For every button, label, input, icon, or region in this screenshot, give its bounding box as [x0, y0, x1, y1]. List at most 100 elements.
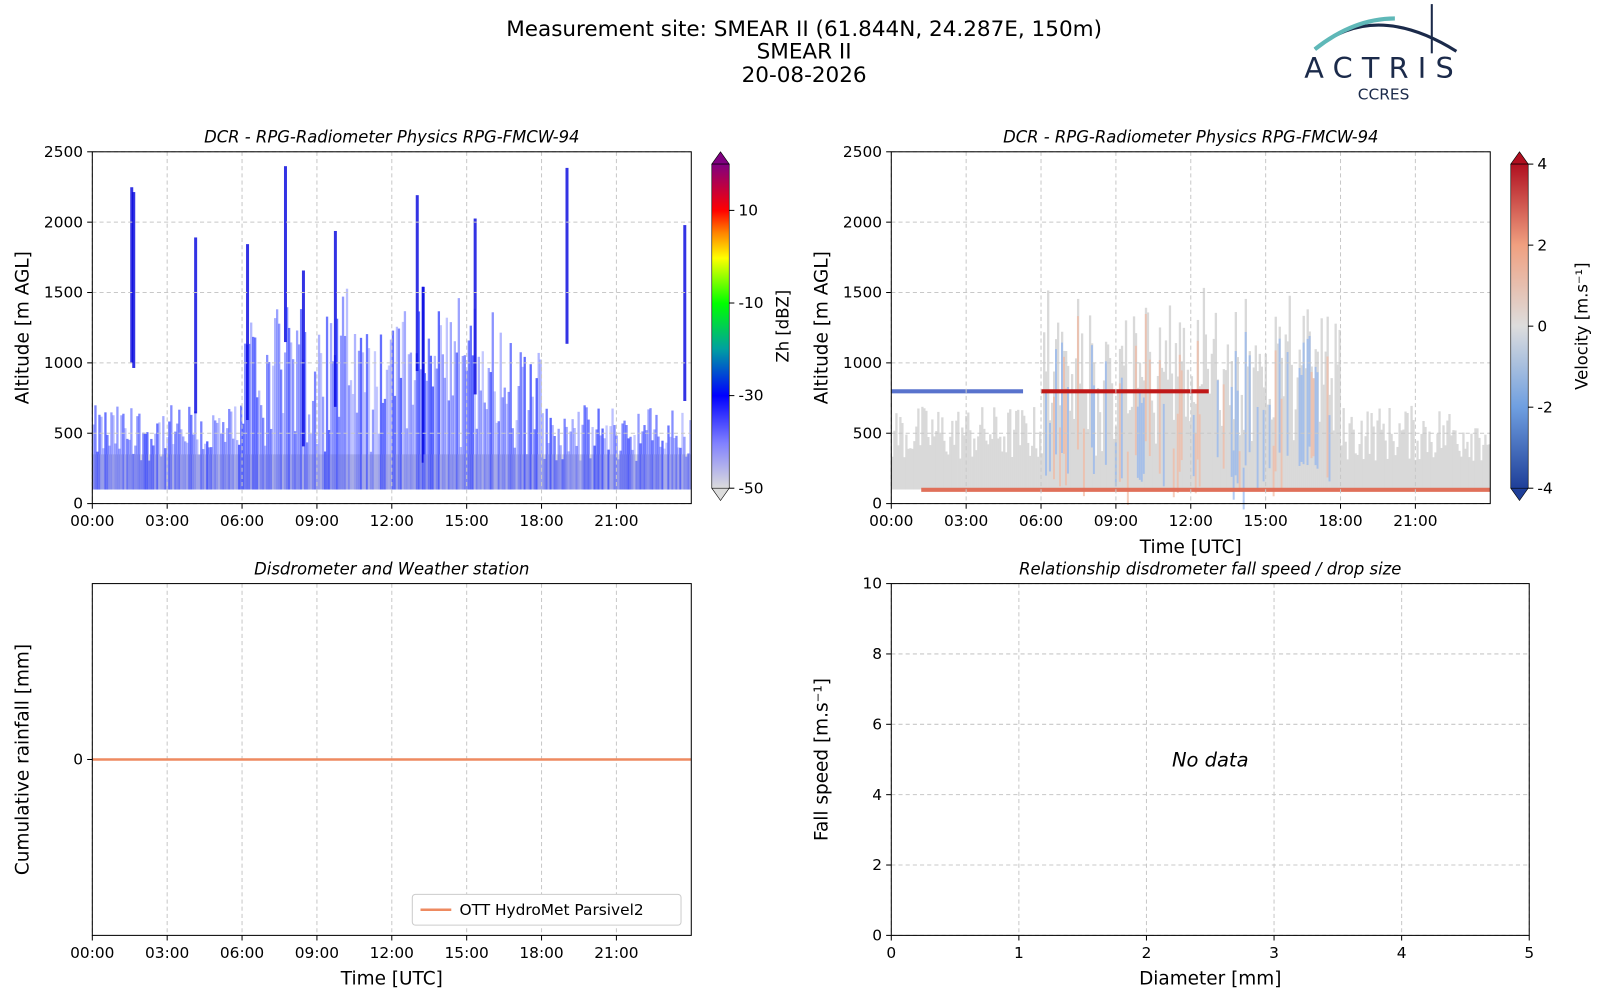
echo-gray — [387, 454, 391, 490]
echo-column — [989, 434, 992, 490]
echo-streak — [1244, 331, 1247, 466]
echo-column — [1294, 409, 1297, 490]
echo-column — [1007, 412, 1010, 490]
echo-gray — [481, 454, 484, 490]
echo-column — [1370, 413, 1373, 490]
echo-gray — [202, 454, 205, 490]
echo-column — [1003, 436, 1006, 490]
echo-column — [557, 428, 560, 490]
echo-column — [475, 428, 478, 490]
echo-column — [160, 456, 163, 490]
echo-column — [577, 411, 580, 490]
x-tick-label: 1 — [1014, 944, 1024, 962]
echo-gray — [158, 454, 161, 490]
echo-column — [144, 433, 147, 490]
echo-column — [1340, 445, 1343, 490]
echo-column — [679, 447, 682, 490]
echo-column — [519, 352, 522, 490]
echo-column — [665, 442, 668, 490]
echo-gray — [331, 454, 335, 490]
echo-gray — [485, 454, 488, 490]
y-tick-label: 6 — [872, 715, 882, 733]
echo-column — [1037, 456, 1040, 490]
echo-column — [1410, 405, 1413, 490]
echo-gray — [541, 454, 544, 490]
echo-column — [487, 367, 490, 490]
echo-column — [132, 453, 135, 490]
echo-streak — [1326, 356, 1329, 478]
x-tick-label: 2 — [1142, 944, 1152, 962]
y-tick-label: 1000 — [44, 354, 83, 372]
echo-band — [891, 389, 1024, 394]
echo-gray — [134, 454, 137, 490]
echo-streak — [1194, 433, 1197, 494]
echo-column — [305, 442, 309, 490]
echo-column — [190, 414, 193, 490]
plot-frame — [890, 583, 1530, 936]
echo-column — [1043, 332, 1046, 490]
echo-gray — [357, 454, 361, 490]
echo-gray — [128, 454, 131, 490]
echo-column — [1264, 353, 1267, 490]
echo-column — [230, 411, 233, 490]
echo-streak — [1192, 414, 1195, 477]
echo-column — [657, 436, 660, 490]
echo-column — [206, 441, 209, 490]
echo-gray — [449, 454, 452, 490]
echo-column — [1452, 430, 1455, 490]
echo-streak — [1060, 342, 1063, 453]
echo-streak — [1053, 396, 1056, 480]
echo-column — [279, 369, 283, 490]
panel: 0 1 2 3 4 5 0 2 4 6 8 10 No data Relationship disdrom… — [812, 559, 1534, 989]
echo-column — [379, 334, 383, 490]
echo-column — [425, 380, 429, 490]
echo-column — [1254, 345, 1257, 490]
echo-column — [178, 409, 181, 490]
echo-column — [1434, 452, 1437, 490]
echo-column — [347, 385, 351, 490]
echo-gray — [499, 454, 502, 490]
echo-column — [1070, 374, 1074, 490]
echo-column — [375, 386, 379, 490]
panel-title: Relationship disdrometer fall speed / dr… — [1019, 559, 1401, 578]
echo-column — [1480, 460, 1483, 490]
echo-gray — [557, 454, 560, 490]
echo-column — [1450, 435, 1453, 490]
echo-column — [1200, 384, 1204, 490]
echo-column — [1017, 409, 1020, 490]
echo-column — [441, 354, 445, 490]
echo-column — [220, 433, 223, 490]
echo-column — [391, 330, 395, 490]
echo-column — [551, 425, 554, 490]
echo-streak — [1232, 450, 1235, 500]
echo-gray — [403, 454, 407, 490]
annotation: No data — [1172, 749, 1249, 772]
echo-column — [134, 445, 137, 490]
y-tick-label: 2500 — [843, 143, 882, 161]
echo-streak — [1120, 377, 1123, 479]
echo-streak — [1286, 352, 1289, 456]
y-axis-label: Cumulative rainfall [mm] — [13, 644, 34, 875]
echo-gray — [505, 454, 508, 490]
echo-column — [975, 450, 978, 490]
echo-column — [1396, 446, 1399, 490]
echo-column — [156, 423, 159, 490]
echo-column — [1320, 318, 1323, 490]
echo-column — [395, 326, 399, 490]
echo-column — [142, 432, 145, 490]
echo-column — [1476, 428, 1479, 490]
echo-gray — [307, 454, 311, 490]
echo-column — [1456, 443, 1459, 490]
echo-gray — [441, 454, 445, 490]
echo-column — [547, 442, 550, 490]
echo-column — [238, 444, 241, 490]
echo-streak — [1104, 361, 1107, 465]
echo-column — [110, 412, 113, 490]
echo-column — [174, 431, 177, 490]
echo-streak — [194, 237, 198, 414]
echo-column — [1078, 383, 1082, 490]
echo-column — [1098, 412, 1102, 490]
echo-column — [631, 449, 634, 490]
echo-column — [927, 436, 930, 490]
echo-column — [509, 343, 512, 490]
